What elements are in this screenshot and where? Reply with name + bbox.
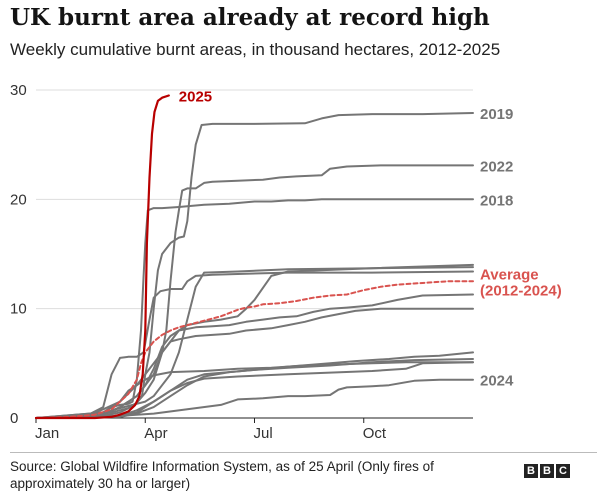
series-line-2023: [35, 361, 474, 419]
series-line-average-2012-2024: [35, 280, 474, 419]
logo-letter: B: [524, 464, 538, 478]
x-tick-label: Jan: [35, 425, 59, 442]
series-line-2020: [35, 351, 474, 419]
footer-divider: [10, 452, 597, 453]
series-label: (2012-2024): [480, 282, 562, 299]
series-line-2021: [35, 266, 474, 419]
series-line-2015: [35, 263, 474, 419]
plot-area: 0 10 20 30 Jan Apr Jul Oct 2019 2022 2018 2025 Avera…: [10, 82, 562, 442]
series-line-2022: [35, 164, 474, 419]
series-line-2019: [35, 112, 474, 419]
y-tick-label: 0: [10, 410, 18, 427]
series-label: Average: [480, 266, 539, 283]
series-label: 2019: [480, 106, 513, 123]
y-tick-label: 10: [10, 301, 27, 318]
logo-letter: B: [540, 464, 554, 478]
logo-letter: C: [556, 464, 570, 478]
series-line-2024: [35, 378, 474, 419]
x-tick-label: Oct: [363, 425, 387, 442]
series-line-2025: [34, 94, 170, 420]
source-note: Source: Global Wildfire Information Syst…: [10, 459, 434, 491]
series-label: 2025: [179, 88, 212, 105]
series-label: 2024: [480, 373, 514, 390]
series-label: 2018: [480, 192, 513, 209]
x-tick-label: Apr: [144, 425, 167, 442]
x-tick-label: Jul: [254, 425, 273, 442]
chart-title: UK burnt area already at record high: [10, 4, 490, 31]
y-tick-label: 30: [10, 82, 27, 99]
chart-subtitle: Weekly cumulative burnt areas, in thousa…: [10, 40, 501, 59]
series-label: 2022: [480, 158, 513, 175]
y-tick-label: 20: [10, 191, 27, 208]
series-line-2012: [35, 361, 474, 419]
series-line-2013: [35, 270, 474, 419]
series-line-2017: [35, 307, 474, 419]
bbc-logo: B B C: [524, 464, 570, 478]
